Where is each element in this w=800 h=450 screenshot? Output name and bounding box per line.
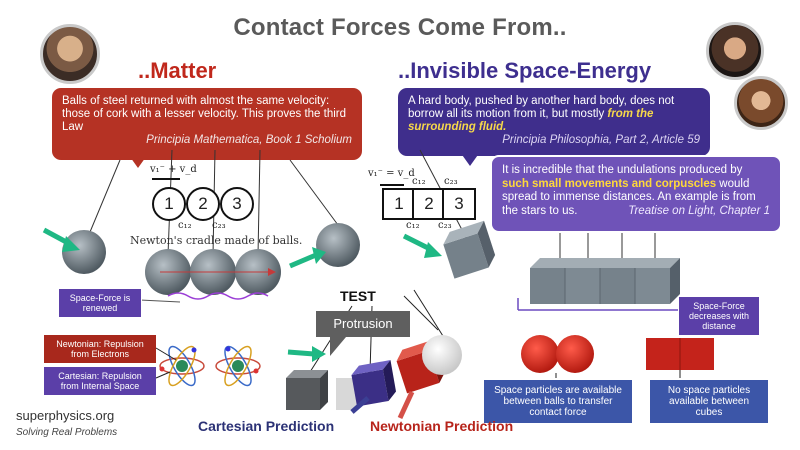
newton-quote-pointer xyxy=(128,154,148,168)
cartesian-repulsion-label: Cartesian: Repulsion from Internal Space xyxy=(44,367,156,395)
teal-arrow-1 xyxy=(42,227,80,252)
cradle-velocity-arrow xyxy=(152,178,180,180)
cartesian-arrow xyxy=(350,396,370,414)
newton-portrait xyxy=(40,24,100,84)
descartes-quote-pointer xyxy=(460,152,480,166)
newton-quote: Balls of steel returned with almost the … xyxy=(62,95,347,133)
wave-purple xyxy=(167,292,269,300)
brand-tagline: Solving Real Problems xyxy=(16,427,118,438)
test-cube-blue xyxy=(351,360,397,407)
no-space-particles-label: No space particles available between cub… xyxy=(648,378,770,425)
red-cubes xyxy=(646,338,714,370)
cradle-circle-3: 3 xyxy=(220,187,254,221)
test-ball-white xyxy=(422,335,462,375)
outgoing-ball xyxy=(316,223,360,267)
atom-icon-newtonian xyxy=(159,345,205,387)
cradle-c23: c₂₃ xyxy=(212,220,226,231)
cradle-formula: v₁⁻ + v_d xyxy=(150,164,197,175)
descartes-quote-source: Principia Philosophia, Part 2, Article 5… xyxy=(502,134,700,146)
protrusion-pointer xyxy=(330,337,346,356)
teal-arrow-3 xyxy=(402,233,442,258)
blocks-formula: v₁⁻ = v_d xyxy=(368,168,415,179)
space-force-renewed-label: Space-Force is renewed xyxy=(58,288,142,318)
space-particles-balls-label: Space particles are available between ba… xyxy=(482,378,634,425)
block-box-2: 2 xyxy=(412,188,446,220)
descartes-portrait xyxy=(706,22,764,80)
descartes-quote-highlight: from the surrounding fluid. xyxy=(408,108,654,133)
cradle-caption: Newton's cradle made of balls. xyxy=(130,234,303,247)
newtonian-repulsion-label: Newtonian: Repulsion from Electrons xyxy=(44,335,156,363)
space-force-decreases-label: Space-Force decreases with distance xyxy=(678,296,760,336)
incoming-cube xyxy=(443,220,496,279)
blocks-c12-bottom: c₁₂ xyxy=(406,220,420,231)
huygens-quote-source: Treatise on Light, Chapter 1 xyxy=(628,204,770,217)
huygens-quote-post: would spread to immense distances. An ex… xyxy=(502,177,756,217)
block-box-3: 3 xyxy=(442,188,476,220)
brand-site[interactable]: superphysics.org xyxy=(16,408,115,423)
test-cube-gray xyxy=(286,370,328,410)
block-box-1: 1 xyxy=(382,188,416,220)
newton-quote-source: Principia Mathematica, Book 1 Scholium xyxy=(146,134,352,146)
cradle-c12: c₁₂ xyxy=(178,220,192,231)
matter-heading: ..Matter xyxy=(138,58,217,83)
cradle-circle-1: 1 xyxy=(152,187,186,221)
blocks-velocity-arrow xyxy=(380,184,404,186)
cartesian-prediction-label: Cartesian Prediction xyxy=(198,418,335,434)
blocks-c23-bottom: c₂₃ xyxy=(438,220,452,231)
incoming-ball xyxy=(62,230,106,274)
newtonian-prediction-label: Newtonian Prediction xyxy=(370,418,514,434)
protrusion-label: Protrusion xyxy=(316,311,410,337)
newtonian-arrow xyxy=(397,390,415,420)
cube-shadow xyxy=(336,378,358,410)
blocks-c12-top: c₁₂ xyxy=(412,176,426,187)
test-label: TEST xyxy=(340,288,376,304)
huygens-quote-box: It is incredible that the undulations pr… xyxy=(490,155,782,233)
teal-arrow-2 xyxy=(289,247,326,269)
teal-arrow-4 xyxy=(287,346,326,362)
huygens-quote-highlight: such small movements and corpuscles xyxy=(502,177,717,190)
descartes-quote: A hard body, pushed by another hard body… xyxy=(408,95,675,120)
huygens-quote-pre: It is incredible that the undulations pr… xyxy=(502,164,743,176)
red-ball-right xyxy=(556,335,594,373)
page-title: Contact Forces Come From.. xyxy=(233,14,567,41)
cube-row xyxy=(530,258,680,304)
cradle-circle-2: 2 xyxy=(186,187,220,221)
atom-icon-cartesian xyxy=(215,345,261,387)
space-energy-heading: ..Invisible Space-Energy xyxy=(398,58,652,83)
newton-quote-box: Balls of steel returned with almost the … xyxy=(52,88,362,160)
red-ball-left xyxy=(521,335,559,373)
blocks-c23-top: c₂₃ xyxy=(444,176,458,187)
huygens-portrait xyxy=(734,76,788,130)
descartes-quote-box: A hard body, pushed by another hard body… xyxy=(398,88,710,156)
